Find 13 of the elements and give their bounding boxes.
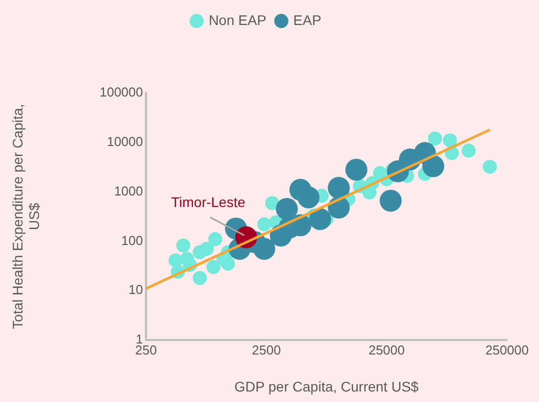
- y-tick-label: 100000: [100, 84, 143, 100]
- y-axis-title: Total Health Expenditure per Capita, US$: [9, 104, 42, 329]
- y-tick-label: 10000: [106, 134, 143, 149]
- legend-label: EAP: [293, 12, 322, 28]
- x-tick-label: 25000: [368, 342, 405, 358]
- y-tick-label: 1000: [114, 183, 143, 198]
- x-tick-label: 2500: [252, 342, 281, 358]
- y-tick-label: 10: [128, 282, 143, 298]
- y-tick-label: 100: [121, 232, 143, 248]
- x-tick-label: 250000: [485, 342, 529, 358]
- x-axis-title: GDP per Capita, Current US$: [234, 378, 419, 394]
- annotation: Timor-Leste: [171, 194, 246, 210]
- legend-label: Non EAP: [208, 12, 266, 28]
